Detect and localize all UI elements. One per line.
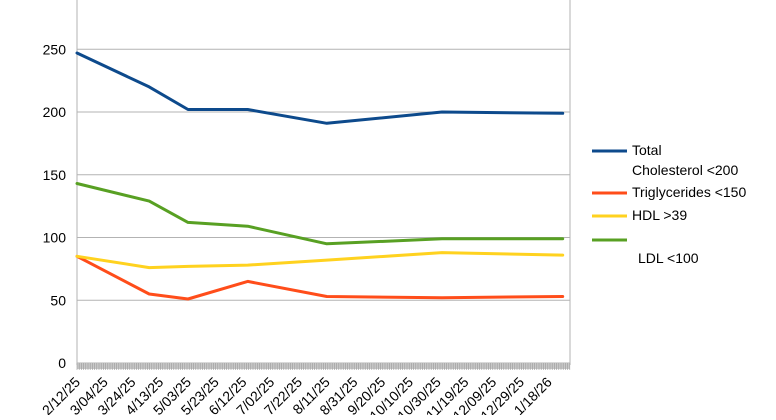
y-tick-label: 150 bbox=[43, 167, 67, 183]
y-tick-label: 0 bbox=[58, 355, 66, 371]
series-line-1 bbox=[75, 254, 565, 301]
legend-label: Total bbox=[632, 142, 662, 158]
legend-label: Triglycerides <150 bbox=[632, 184, 746, 200]
series-line-0 bbox=[75, 51, 565, 125]
y-tick-label: 50 bbox=[50, 292, 66, 308]
y-tick-label: 200 bbox=[43, 104, 67, 120]
legend-label: LDL <100 bbox=[638, 250, 699, 266]
legend-label: Cholesterol <200 bbox=[632, 162, 738, 178]
legend-label: HDL >39 bbox=[632, 207, 687, 223]
series-line-3 bbox=[75, 182, 565, 246]
series-line-2 bbox=[75, 251, 565, 270]
y-tick-label: 100 bbox=[43, 230, 67, 246]
y-tick-label: 250 bbox=[43, 41, 67, 57]
